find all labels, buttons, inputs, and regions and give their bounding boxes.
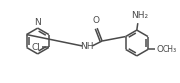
Text: NH: NH <box>80 42 94 51</box>
Text: N: N <box>34 18 41 27</box>
Text: NH₂: NH₂ <box>131 11 148 20</box>
Text: O: O <box>93 16 100 25</box>
Text: O: O <box>157 45 164 54</box>
Text: Cl: Cl <box>31 43 40 52</box>
Text: CH₃: CH₃ <box>163 45 177 54</box>
